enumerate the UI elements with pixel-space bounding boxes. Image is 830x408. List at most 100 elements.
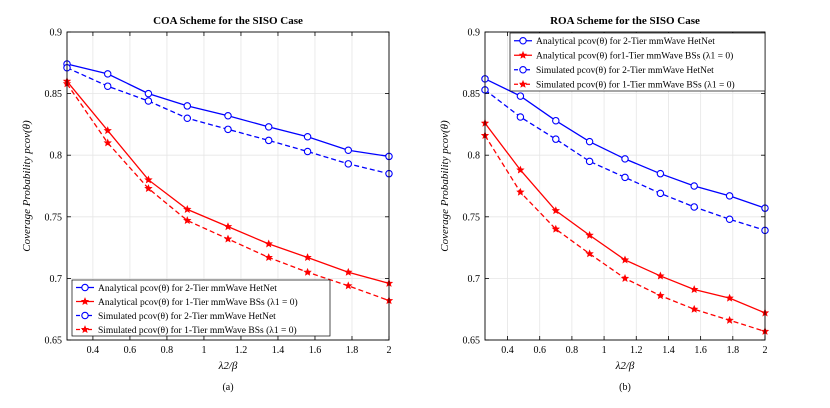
x-tick-label: 1.8 (346, 345, 359, 356)
legend-label: Simulated pcov(θ) for 1-Tier mmWave BSs … (98, 325, 297, 336)
data-point (183, 216, 192, 225)
data-point (621, 173, 629, 182)
chart-title: COA Scheme for the SISO Case (153, 15, 303, 27)
x-tick-label: 1.4 (272, 345, 285, 356)
data-point (144, 97, 153, 105)
legend-label: Analytical pcov(θ) for1-Tier mmWave BSs … (536, 51, 733, 62)
legend-marker (518, 79, 528, 88)
panel-caption: (a) (222, 382, 233, 393)
x-tick-label: 1.2 (630, 345, 643, 356)
y-tick-label: 0.75 (45, 212, 63, 223)
legend-marker (519, 66, 527, 74)
data-point (690, 285, 699, 294)
legend-label: Analytical pcov(θ) for 2-Tier mmWave Het… (536, 36, 715, 47)
data-point (620, 274, 630, 282)
legend-box (71, 279, 331, 337)
x-tick-label: 1 (602, 345, 607, 356)
data-point (264, 253, 273, 262)
x-tick-label: 0.6 (533, 345, 546, 356)
legend-label: Simulated pcov(θ) for 1-Tier mmWave BSs … (536, 80, 735, 91)
x-tick-label: 2 (763, 345, 768, 356)
legend-marker (81, 283, 89, 292)
y-tick-label: 0.7 (50, 274, 63, 285)
data-point (585, 249, 594, 258)
data-point (725, 315, 734, 324)
data-point (585, 157, 594, 166)
data-point (144, 175, 153, 184)
y-tick-label: 0.9 (468, 28, 481, 39)
data-point (621, 155, 629, 163)
axes-frame (484, 31, 766, 341)
y-tick-label: 0.8 (468, 151, 481, 162)
x-axis-label: λ2/β (615, 360, 635, 372)
x-tick-label: 0.8 (161, 345, 174, 356)
data-point (183, 114, 192, 122)
data-point (551, 206, 560, 215)
chart-title: ROA Scheme for the SISO Case (550, 15, 700, 27)
x-tick-label: 1.6 (694, 345, 707, 356)
data-point (620, 255, 630, 264)
data-point (516, 113, 525, 121)
legend-marker (519, 36, 527, 45)
data-point (144, 89, 153, 98)
legend-label: Analytical pcov(θ) for 2-Tier mmWave Het… (98, 283, 277, 294)
data-point (223, 234, 233, 243)
data-point (103, 82, 112, 90)
legend-entry: Simulated pcov(θ) for 1-Tier mmWave BSs … (514, 80, 735, 91)
legend-label: Simulated pcov(θ) for 2-Tier mmWave HetN… (98, 311, 276, 322)
x-tick-label: 1.8 (727, 345, 740, 356)
series-line (484, 89, 766, 231)
x-tick-label: 2 (387, 345, 392, 356)
series-1 (62, 76, 394, 287)
data-point (656, 291, 665, 300)
y-tick-label: 0.9 (50, 28, 63, 39)
axes-frame (66, 31, 390, 341)
y-axis-label: Coverage Probability pcov(θ) (439, 120, 451, 252)
data-point (223, 222, 233, 231)
data-point (585, 137, 594, 146)
data-point (264, 239, 273, 248)
legend-box (509, 32, 766, 92)
y-tick-label: 0.8 (50, 151, 63, 162)
x-axis-label: λ2/β (218, 360, 238, 372)
legend-marker (80, 297, 90, 306)
data-point (103, 70, 112, 78)
legend-marker (518, 50, 528, 59)
data-point (690, 304, 699, 313)
legend-entry: Simulated pcov(θ) for 2-Tier mmWave HetN… (514, 65, 714, 76)
legend: Analytical pcov(θ) for 2-Tier mmWave Het… (509, 32, 766, 92)
legend-entry: Simulated pcov(θ) for 1-Tier mmWave BSs … (76, 325, 297, 336)
x-tick-label: 0.4 (87, 345, 100, 356)
data-point (224, 125, 232, 134)
x-tick-label: 1 (201, 345, 206, 356)
data-point (516, 187, 525, 196)
legend: Analytical pcov(θ) for 2-Tier mmWave Het… (71, 279, 331, 337)
legend-entry: Analytical pcov(θ) for 1-Tier mmWave BSs… (76, 297, 298, 308)
data-point (690, 203, 698, 211)
data-point (725, 215, 734, 224)
chart-panel-a: 0.4 0.6 0.8 1 1.2 1.4 1.6 1.8 2 0.65 0.7 0.75 0.8 0.8… (21, 15, 394, 393)
data-point (103, 138, 112, 147)
legend-entry: Simulated pcov(θ) for 2-Tier mmWave HetN… (76, 311, 276, 322)
data-point (264, 123, 273, 131)
data-point (725, 192, 734, 200)
x-tick-label: 0.8 (566, 345, 579, 356)
y-tick-label: 0.65 (463, 336, 481, 347)
data-point (264, 136, 273, 145)
series-2 (63, 63, 393, 178)
y-tick-label: 0.75 (463, 212, 481, 223)
data-point (585, 230, 594, 239)
data-point (344, 160, 353, 168)
data-point (344, 267, 353, 276)
chart-panel-b: 0.4 0.6 0.8 1 1.2 1.4 1.6 1.8 2 0.65 0.7 0.75 0.8 0.8… (439, 15, 770, 393)
data-point (144, 184, 153, 193)
y-tick-label: 0.85 (45, 89, 63, 100)
x-tick-label: 1.4 (662, 345, 675, 356)
data-point (303, 253, 312, 262)
data-point (344, 281, 353, 290)
data-point (552, 116, 560, 125)
y-tick-label: 0.65 (45, 336, 63, 347)
legend-marker (81, 311, 89, 320)
data-point (690, 182, 698, 190)
